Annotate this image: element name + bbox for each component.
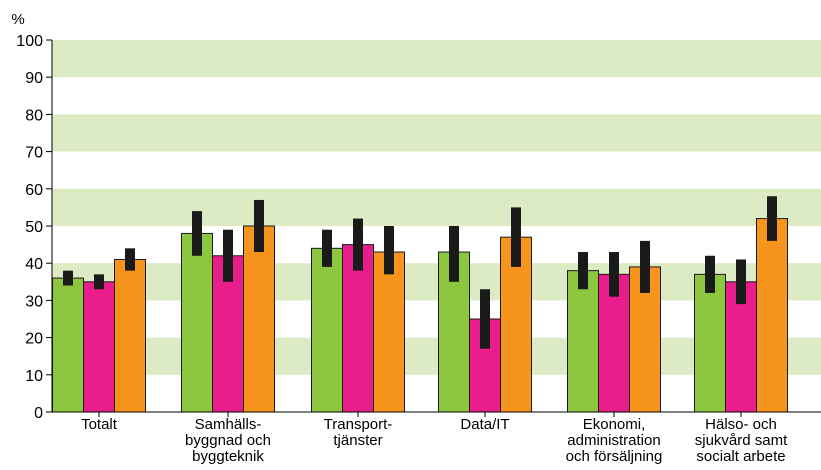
axes-layer: [46, 39, 821, 417]
grid-band: [52, 188, 821, 226]
x-category-label: tjänster: [333, 432, 382, 449]
x-category-label: Data/IT: [460, 416, 509, 433]
y-tick-label: 10: [25, 368, 43, 385]
bar: [52, 277, 84, 413]
x-category-label: och försäljning: [566, 448, 663, 465]
bar: [311, 247, 343, 413]
bar: [181, 232, 213, 413]
grid-band: [52, 40, 821, 78]
error-bar: [63, 270, 73, 286]
x-category-label: Transport-: [324, 416, 393, 433]
error-bar: [578, 252, 588, 290]
grid-band: [52, 337, 821, 375]
x-category-label: Samhälls-: [195, 416, 262, 433]
error-bar: [254, 199, 264, 253]
x-category-label: socialt arbete: [696, 448, 785, 465]
bar: [114, 258, 146, 413]
bar: [342, 244, 374, 413]
y-tick-label: 80: [25, 107, 43, 124]
error-bar: [223, 229, 233, 282]
x-category-label: Totalt: [81, 416, 118, 433]
grid-band: [52, 114, 821, 152]
x-category-label: administration: [567, 432, 660, 449]
bar: [83, 281, 115, 413]
y-tick-label: 60: [25, 182, 43, 199]
y-tick-labels: 0 10 20 30 40 50 60 70 80 90 100: [16, 33, 43, 422]
error-bar: [192, 211, 202, 256]
error-bar: [767, 196, 777, 241]
y-tick-label: 30: [25, 293, 43, 310]
y-tick-label: 70: [25, 145, 43, 162]
x-category-label: Hälso- och: [705, 416, 777, 433]
error-bar: [384, 226, 394, 275]
y-tick-label: 90: [25, 70, 43, 87]
error-bar: [480, 289, 490, 349]
error-bar: [705, 255, 715, 293]
y-tick-label: 100: [16, 33, 43, 50]
error-bar: [736, 259, 746, 305]
bar: [373, 251, 405, 413]
bar: [243, 225, 275, 413]
bar: [567, 270, 599, 413]
y-axis-unit-label: %: [11, 11, 24, 28]
y-tick-label: 0: [34, 405, 43, 422]
error-bar: [640, 240, 650, 293]
error-bar: [322, 229, 332, 267]
grid-band: [52, 263, 821, 301]
y-tick-label: 40: [25, 256, 43, 273]
error-bar: [94, 274, 104, 290]
bar: [756, 218, 788, 413]
x-category-label: sjukvård samt: [695, 432, 788, 449]
error-bar: [125, 248, 135, 271]
bar: [694, 273, 726, 413]
error-bar: [353, 218, 363, 271]
grid-bands: [52, 40, 821, 375]
error-bar: [449, 226, 459, 282]
bars-layer: [52, 218, 788, 413]
error-bar: [511, 207, 521, 267]
x-category-label: Ekonomi,: [583, 416, 646, 433]
y-tick-label: 50: [25, 219, 43, 236]
x-category-label: byggteknik: [192, 448, 264, 465]
y-tick-label: 20: [25, 331, 43, 348]
error-bars-layer: [63, 196, 777, 349]
x-category-label: byggnad och: [185, 432, 271, 449]
error-bar: [609, 252, 619, 297]
